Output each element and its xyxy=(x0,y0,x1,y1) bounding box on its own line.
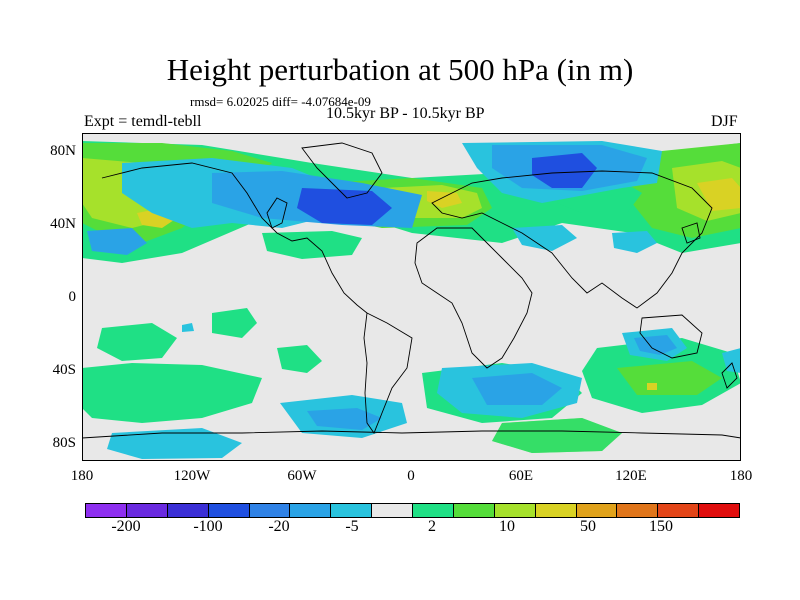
lat-tick-80n: 80N xyxy=(50,143,76,159)
lon-tick-60e: 60E xyxy=(508,468,534,484)
lon-tick-60w: 60W xyxy=(287,468,317,484)
lon-tick-120w: 120W xyxy=(173,468,211,484)
lat-tick-0: 0 xyxy=(68,289,77,305)
season-label: DJF xyxy=(711,113,738,130)
colorbar-swatch xyxy=(330,504,372,517)
northern-contours xyxy=(82,141,741,263)
colorbar-label: -100 xyxy=(193,518,223,535)
colorbar-label: 2 xyxy=(428,518,436,535)
colorbar xyxy=(85,503,740,518)
lon-tick-180e: 180 xyxy=(729,468,753,484)
lon-tick-120e: 120E xyxy=(615,468,647,484)
map-frame xyxy=(82,133,741,461)
colorbar-label: 150 xyxy=(649,518,673,535)
colorbar-label: 50 xyxy=(580,518,596,535)
colorbar-swatch xyxy=(452,504,494,517)
stats-label: rmsd= 6.02025 diff= -4.07684e-09 xyxy=(190,94,371,109)
colorbar-swatch xyxy=(698,504,739,517)
colorbar-swatch xyxy=(125,504,167,517)
colorbar-swatch xyxy=(289,504,331,517)
colorbar-swatch xyxy=(616,504,658,517)
colorbar-label: -200 xyxy=(111,518,141,535)
colorbar-swatch xyxy=(86,504,126,517)
colorbar-swatch xyxy=(493,504,535,517)
colorbar-label: 10 xyxy=(499,518,515,535)
colorbar-swatch xyxy=(657,504,699,517)
coastlines xyxy=(82,142,741,439)
lat-tick-80s: 80S xyxy=(52,435,76,451)
lon-tick-180w: 180 xyxy=(70,468,94,484)
experiment-label: Expt = temdl-tebll xyxy=(84,113,202,130)
colorbar-label: -5 xyxy=(345,518,359,535)
page-title: Height perturbation at 500 hPa (in m) xyxy=(166,52,634,87)
colorbar-swatch xyxy=(575,504,617,517)
southern-contours xyxy=(82,308,741,459)
colorbar-label: -20 xyxy=(268,518,290,535)
lat-tick-40s: 40S xyxy=(52,362,76,378)
lon-tick-0: 0 xyxy=(407,468,415,484)
period-label: 10.5kyr BP - 10.5kyr BP xyxy=(326,105,485,122)
colorbar-swatch xyxy=(371,504,412,517)
colorbar-swatch xyxy=(534,504,576,517)
height-perturbation-map xyxy=(82,133,741,461)
colorbar-swatch xyxy=(248,504,290,517)
colorbar-swatch xyxy=(412,504,453,517)
colorbar-swatch xyxy=(166,504,208,517)
colorbar-swatch xyxy=(207,504,249,517)
lat-tick-40n: 40N xyxy=(50,216,76,232)
